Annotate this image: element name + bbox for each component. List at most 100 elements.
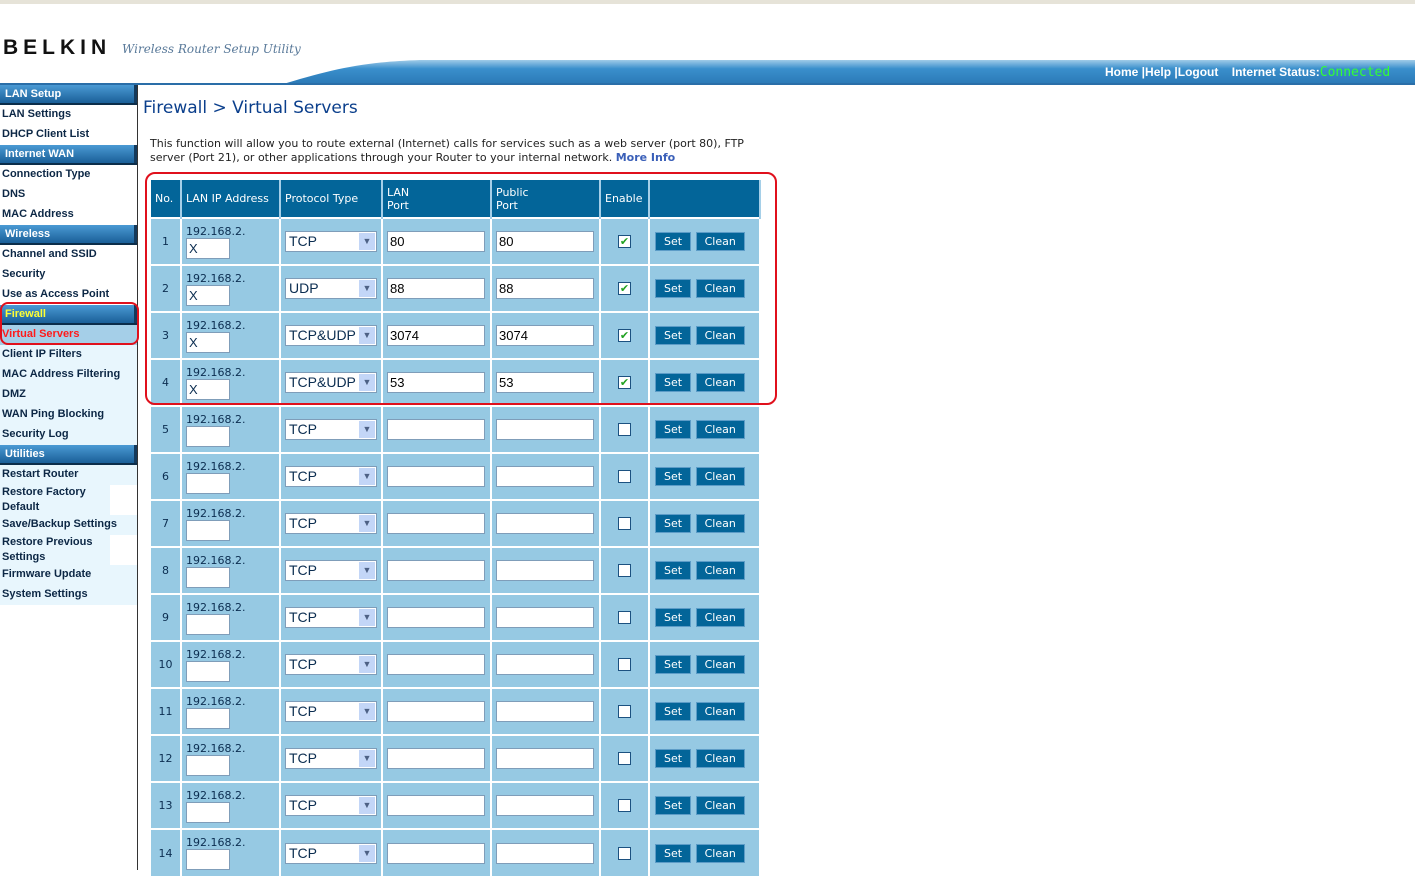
sidebar-item-virtual-servers[interactable]: Virtual Servers (0, 325, 137, 345)
public-port-input[interactable] (496, 795, 594, 816)
protocol-select[interactable]: TCP ▼ (285, 513, 377, 534)
lan-port-input[interactable]: 88 (387, 278, 485, 299)
public-port-input[interactable]: 53 (496, 372, 594, 393)
sidebar-item-connection-type[interactable]: Connection Type (2, 168, 91, 180)
sidebar-item-system-settings[interactable]: System Settings (0, 585, 137, 605)
set-button[interactable]: Set (655, 420, 692, 439)
sidebar-item-lan-settings[interactable]: LAN Settings (2, 108, 72, 120)
clean-button[interactable]: Clean (695, 749, 745, 768)
sidebar-item-restore-previous-settings[interactable]: Restore Previous Settings (0, 535, 110, 565)
clean-button[interactable]: Clean (695, 326, 745, 345)
chevron-down-icon[interactable]: ▼ (359, 421, 375, 438)
set-button[interactable]: Set (655, 796, 692, 815)
lan-port-input[interactable] (387, 795, 485, 816)
enable-checkbox[interactable] (618, 658, 631, 671)
set-button[interactable]: Set (655, 279, 692, 298)
ip-last-octet-input[interactable] (186, 613, 230, 635)
clean-button[interactable]: Clean (695, 373, 745, 392)
enable-checkbox[interactable]: ✔ (618, 282, 631, 295)
enable-checkbox[interactable] (618, 564, 631, 577)
ip-last-octet-input[interactable]: X (186, 237, 230, 259)
set-button[interactable]: Set (655, 232, 692, 251)
public-port-input[interactable] (496, 560, 594, 581)
chevron-down-icon[interactable]: ▼ (359, 327, 375, 344)
lan-port-input[interactable]: 80 (387, 231, 485, 252)
clean-button[interactable]: Clean (695, 796, 745, 815)
clean-button[interactable]: Clean (695, 702, 745, 721)
lan-port-input[interactable] (387, 748, 485, 769)
chevron-down-icon[interactable]: ▼ (359, 468, 375, 485)
sidebar-item-dns[interactable]: DNS (2, 188, 26, 200)
clean-button[interactable]: Clean (695, 843, 745, 863)
chevron-down-icon[interactable]: ▼ (359, 750, 375, 767)
ip-last-octet-input[interactable] (186, 707, 230, 729)
protocol-select[interactable]: TCP ▼ (285, 795, 377, 816)
chevron-down-icon[interactable]: ▼ (359, 515, 375, 532)
lan-port-input[interactable] (387, 654, 485, 675)
clean-button[interactable]: Clean (695, 467, 745, 486)
public-port-input[interactable]: 80 (496, 231, 594, 252)
sidebar-item-restore-factory-default[interactable]: Restore Factory Default (0, 485, 110, 515)
lan-port-input[interactable] (387, 701, 485, 722)
clean-button[interactable]: Clean (695, 561, 745, 580)
lan-port-input[interactable]: 3074 (387, 325, 485, 346)
ip-last-octet-input[interactable] (186, 754, 230, 776)
set-button[interactable]: Set (655, 373, 692, 392)
clean-button[interactable]: Clean (695, 608, 745, 627)
enable-checkbox[interactable]: ✔ (618, 329, 631, 342)
public-port-input[interactable] (496, 701, 594, 722)
sidebar-item-restart-router[interactable]: Restart Router (0, 465, 137, 485)
protocol-select[interactable]: TCP ▼ (285, 231, 377, 252)
enable-checkbox[interactable]: ✔ (618, 235, 631, 248)
lan-port-input[interactable] (387, 513, 485, 534)
ip-last-octet-input[interactable] (186, 566, 230, 588)
ip-last-octet-input[interactable] (186, 425, 230, 447)
ip-last-octet-input[interactable] (186, 472, 230, 494)
protocol-select[interactable]: UDP ▼ (285, 278, 377, 299)
public-port-input[interactable] (496, 748, 594, 769)
protocol-select[interactable]: TCP ▼ (285, 842, 377, 864)
protocol-select[interactable]: TCP ▼ (285, 419, 377, 440)
ip-last-octet-input[interactable]: X (186, 378, 230, 400)
enable-checkbox[interactable] (618, 611, 631, 624)
protocol-select[interactable]: TCP ▼ (285, 560, 377, 581)
sidebar-item-save-backup-settings[interactable]: Save/Backup Settings (0, 515, 137, 535)
chevron-down-icon[interactable]: ▼ (359, 562, 375, 579)
set-button[interactable]: Set (655, 561, 692, 580)
set-button[interactable]: Set (655, 655, 692, 674)
protocol-select[interactable]: TCP ▼ (285, 701, 377, 722)
protocol-select[interactable]: TCP ▼ (285, 607, 377, 628)
ip-last-octet-input[interactable] (186, 660, 230, 682)
public-port-input[interactable] (496, 419, 594, 440)
chevron-down-icon[interactable]: ▼ (359, 374, 375, 391)
enable-checkbox[interactable] (618, 470, 631, 483)
enable-checkbox[interactable]: ✔ (618, 376, 631, 389)
chevron-down-icon[interactable]: ▼ (359, 797, 375, 814)
set-button[interactable]: Set (655, 749, 692, 768)
ip-last-octet-input[interactable] (186, 519, 230, 541)
enable-checkbox[interactable] (618, 799, 631, 812)
protocol-select[interactable]: TCP&UDP ▼ (285, 372, 377, 393)
lan-port-input[interactable] (387, 560, 485, 581)
clean-button[interactable]: Clean (695, 514, 745, 533)
chevron-down-icon[interactable]: ▼ (359, 609, 375, 626)
chevron-down-icon[interactable]: ▼ (359, 844, 375, 862)
set-button[interactable]: Set (655, 467, 692, 486)
sidebar-item-firmware-update[interactable]: Firmware Update (0, 565, 137, 585)
ip-last-octet-input[interactable]: X (186, 331, 230, 353)
chevron-down-icon[interactable]: ▼ (359, 233, 375, 250)
chevron-down-icon[interactable]: ▼ (359, 656, 375, 673)
enable-checkbox[interactable] (618, 705, 631, 718)
sidebar-item-mac-address-filtering[interactable]: MAC Address Filtering (0, 365, 137, 385)
public-port-input[interactable]: 88 (496, 278, 594, 299)
sidebar-item-security-log[interactable]: Security Log (0, 425, 137, 445)
lan-port-input[interactable] (387, 842, 485, 864)
set-button[interactable]: Set (655, 702, 692, 721)
help-link[interactable]: Help | (1145, 65, 1178, 79)
sidebar-item-dhcp-client-list[interactable]: DHCP Client List (2, 128, 90, 140)
chevron-down-icon[interactable]: ▼ (359, 280, 375, 297)
ip-last-octet-input[interactable] (186, 801, 230, 823)
enable-checkbox[interactable] (618, 752, 631, 765)
lan-port-input[interactable] (387, 419, 485, 440)
sidebar-item-mac-address[interactable]: MAC Address (2, 208, 74, 220)
